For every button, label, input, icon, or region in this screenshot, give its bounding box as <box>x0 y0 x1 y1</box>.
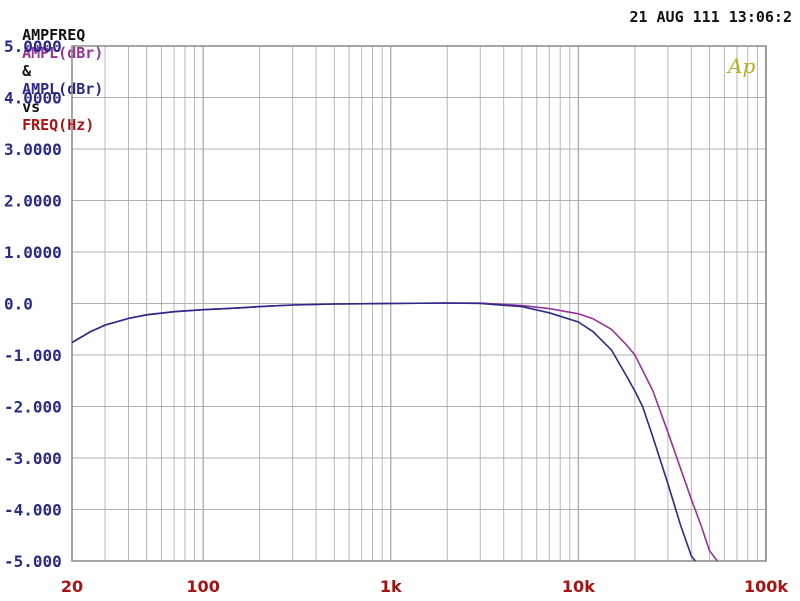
y-tick-label: 5.0000 <box>4 37 62 56</box>
x-tick-label: 20 <box>61 577 83 596</box>
x-tick-label: 100k <box>744 577 788 596</box>
x-tick-label: 10k <box>562 577 595 596</box>
series-line-1 <box>71 302 718 562</box>
chart-header-vs: vs <box>22 98 41 116</box>
chart-timestamp: 21 AUG 111 13:06:2 <box>629 8 792 26</box>
y-tick-label: -2.000 <box>4 398 62 417</box>
plot-frame <box>71 45 767 562</box>
y-tick-labels: 5.0000 4.0000 3.0000 2.0000 1.0000 0.0 -1.000 -… <box>4 37 62 571</box>
y-tick-label: -3.000 <box>4 449 62 468</box>
chart-header-prefix: AMPFREQ <box>22 26 86 44</box>
y-tick-label: 4.0000 <box>4 89 62 108</box>
chart-header: AMPFREQ AMPL(dBr) & AMPL(dBr) vs FREQ(Hz… <box>4 8 796 134</box>
y-tick-label: -4.000 <box>4 501 62 520</box>
y-tick-label: 3.0000 <box>4 140 62 159</box>
ap-logo: Ap <box>726 54 755 78</box>
chart-header-xlabel: FREQ(Hz) <box>22 116 95 134</box>
series-line-2 <box>71 302 696 562</box>
y-tick-label: 2.0000 <box>4 192 62 211</box>
y-tick-label: 1.0000 <box>4 243 62 262</box>
y-tick-label: -5.000 <box>4 552 62 571</box>
chart-header-amp: & <box>22 62 32 80</box>
y-tick-label: -1.000 <box>4 346 62 365</box>
x-tick-labels: 20 100 1k 10k 100k <box>61 577 789 596</box>
series-group <box>71 302 718 562</box>
y-tick-label: 0.0 <box>4 295 33 314</box>
x-tick-label: 100 <box>186 577 219 596</box>
chart-header-ylabel-b: AMPL(dBr) <box>22 80 104 98</box>
chart-header-ylabel-a: AMPL(dBr) <box>22 44 104 62</box>
x-tick-label: 1k <box>380 577 402 596</box>
